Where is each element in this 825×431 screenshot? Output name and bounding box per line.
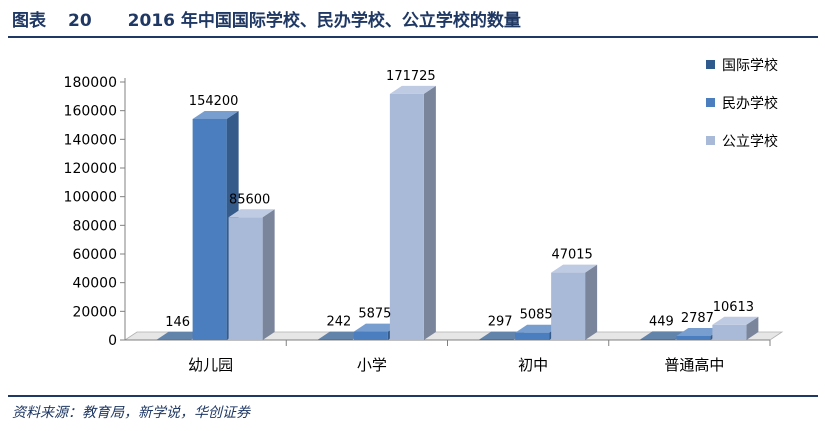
bar-3-2: [712, 316, 759, 340]
data-label: 171725: [386, 69, 436, 84]
bar-front: [353, 331, 388, 340]
bar-top: [551, 264, 598, 273]
y-tick-label: 100000: [64, 190, 117, 206]
bottom-rule: [8, 395, 818, 397]
data-label: 5875: [358, 307, 391, 322]
bar-0-2: [228, 209, 275, 340]
data-label: 242: [326, 315, 351, 330]
bar-front: [389, 93, 424, 340]
bar-top: [712, 316, 759, 325]
figure-header: 图表 20 2016 年中国国际学校、民办学校、公立学校的数量: [0, 0, 825, 34]
y-tick-label: 120000: [64, 161, 117, 177]
bar-front: [515, 332, 550, 340]
data-label: 146: [165, 315, 190, 330]
bar-side: [585, 264, 598, 340]
bar-side: [423, 85, 436, 340]
bar-front: [676, 336, 711, 340]
legend-swatch: [706, 60, 715, 69]
data-label: 449: [649, 314, 674, 329]
bar-top: [640, 331, 687, 340]
figure-label: 图表: [12, 11, 46, 31]
y-tick-label: 140000: [64, 132, 117, 148]
x-category-label: 初中: [518, 356, 548, 374]
bar-chart: 0 20000 40000 60000 80000 100000 120000 140000 1…: [64, 57, 784, 374]
bar-front: [551, 272, 586, 340]
bar-2-2: [551, 264, 598, 340]
bar-top: [192, 110, 239, 119]
y-tick-label: 60000: [72, 247, 117, 263]
chart-bars: [156, 85, 759, 340]
data-label: 2787: [681, 311, 714, 326]
bar-side: [262, 209, 275, 340]
figure-title-text: 2016 年中国国际学校、民办学校、公立学校的数量: [127, 11, 521, 31]
bar-side: [746, 316, 759, 340]
bar-top: [389, 85, 436, 94]
bar-top: [228, 209, 275, 218]
legend-label: 公立学校: [722, 133, 778, 150]
bar-front: [712, 324, 747, 340]
bar-front: [228, 217, 263, 340]
bar-top: [156, 331, 203, 340]
x-category-label: 小学: [357, 356, 387, 374]
data-label: 10613: [713, 300, 754, 315]
chart-axes: 0 20000 40000 60000 80000 100000 120000 140000 1…: [64, 75, 784, 374]
data-label: 85600: [229, 192, 270, 207]
y-tick-label: 160000: [64, 104, 117, 120]
legend-swatch: [706, 136, 715, 145]
y-tick-label: 20000: [72, 304, 117, 320]
data-label: 297: [488, 315, 513, 330]
chart-data-labels: 146 154200 85600 242 5875 171725 297 5085 47015 4…: [165, 69, 754, 330]
bar-1-2: [389, 85, 436, 340]
y-tick-label: 0: [108, 333, 117, 349]
bar-top: [479, 331, 526, 340]
bar-top: [317, 331, 364, 340]
data-label: 154200: [189, 94, 239, 109]
bar-top: [353, 323, 400, 332]
figure-number: 20: [68, 11, 92, 31]
data-label: 47015: [551, 248, 592, 263]
bar-front: [192, 118, 227, 340]
figure-title: 图表 20 2016 年中国国际学校、民办学校、公立学校的数量: [12, 6, 521, 31]
bar-front: [640, 339, 675, 340]
data-label: 5085: [520, 308, 553, 323]
top-rule: [8, 36, 818, 38]
x-category-label: 幼儿园: [188, 356, 233, 374]
legend-swatch: [706, 98, 715, 107]
source-note: 资料来源：教育局，新学说，华创证券: [12, 405, 250, 421]
legend-label: 国际学校: [722, 57, 778, 74]
y-tick-label: 180000: [64, 75, 117, 91]
legend-label: 民办学校: [722, 95, 778, 112]
bar-top: [676, 328, 723, 337]
y-tick-label: 40000: [72, 276, 117, 292]
y-tick-label: 80000: [72, 218, 117, 234]
bar-top: [515, 324, 562, 333]
x-category-label: 普通高中: [664, 356, 724, 374]
